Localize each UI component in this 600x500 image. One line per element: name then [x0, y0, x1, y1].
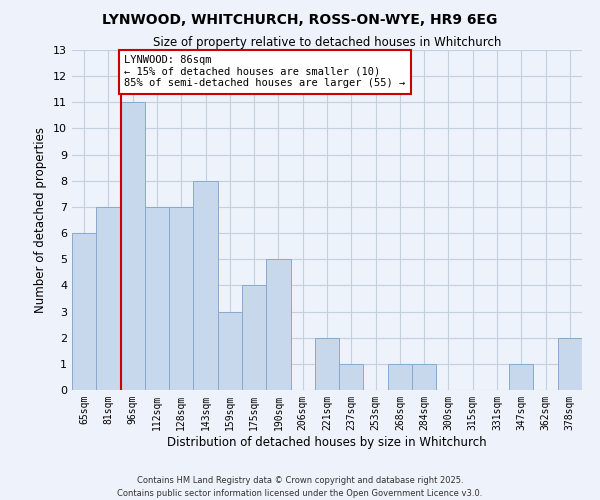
Bar — [169, 207, 193, 390]
Bar — [72, 233, 96, 390]
Bar — [315, 338, 339, 390]
Bar — [266, 259, 290, 390]
X-axis label: Distribution of detached houses by size in Whitchurch: Distribution of detached houses by size … — [167, 436, 487, 448]
Text: LYNWOOD, WHITCHURCH, ROSS-ON-WYE, HR9 6EG: LYNWOOD, WHITCHURCH, ROSS-ON-WYE, HR9 6E… — [103, 12, 497, 26]
Bar — [242, 286, 266, 390]
Text: Contains HM Land Registry data © Crown copyright and database right 2025.
Contai: Contains HM Land Registry data © Crown c… — [118, 476, 482, 498]
Title: Size of property relative to detached houses in Whitchurch: Size of property relative to detached ho… — [153, 36, 501, 49]
Text: LYNWOOD: 86sqm
← 15% of detached houses are smaller (10)
85% of semi-detached ho: LYNWOOD: 86sqm ← 15% of detached houses … — [124, 55, 406, 88]
Bar — [218, 312, 242, 390]
Bar — [193, 181, 218, 390]
Y-axis label: Number of detached properties: Number of detached properties — [34, 127, 47, 313]
Bar — [145, 207, 169, 390]
Bar — [96, 207, 121, 390]
Bar — [558, 338, 582, 390]
Bar — [412, 364, 436, 390]
Bar — [509, 364, 533, 390]
Bar — [121, 102, 145, 390]
Bar — [388, 364, 412, 390]
Bar — [339, 364, 364, 390]
